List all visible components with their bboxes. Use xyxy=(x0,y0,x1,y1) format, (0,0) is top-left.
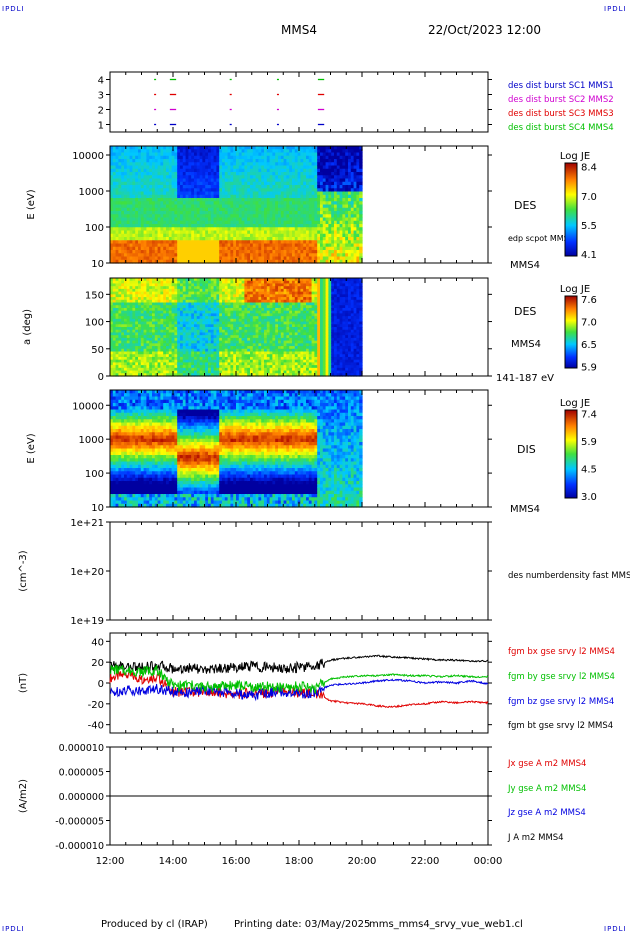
density-y-tick-label: 1e+20 xyxy=(70,567,104,578)
burst-panel-frame xyxy=(109,71,489,133)
des-energy-colorbar-tick: 8.4 xyxy=(581,163,597,174)
current-y-tick-label: -0.000005 xyxy=(55,817,104,828)
density-y-tick-label: 1e+21 xyxy=(70,518,104,529)
dis-energy-species-label: DIS xyxy=(517,443,536,456)
current-y-tick-label: 0.000005 xyxy=(59,768,104,779)
time-axis-tick-label: 20:00 xyxy=(348,856,377,867)
dis-energy-y-tick-label: 1000 xyxy=(79,435,104,446)
des-energy-y-tick-label: 1000 xyxy=(79,187,104,198)
fgm-y-tick-label: -40 xyxy=(88,721,104,732)
des-energy-y-tick-label: 100 xyxy=(85,223,104,234)
burst-legend-label: des dist burst SC3 MMS3 xyxy=(508,109,614,119)
burst-y-tick-label: 4 xyxy=(98,76,104,87)
des-pitch-colorbar-tick: 5.9 xyxy=(581,363,597,374)
dis-energy-sc-label: MMS4 xyxy=(510,504,540,515)
current-legend-label: Jx gse A m2 MMS4 xyxy=(507,759,586,769)
burst-y-tick-label: 2 xyxy=(98,106,104,117)
time-axis-tick-label: 00:00 xyxy=(474,856,503,867)
des-energy-colorbar-tick: 5.5 xyxy=(581,221,597,232)
fgm-y-label: (nT) xyxy=(18,673,29,693)
des-pitch-colorbar-title: Log JE xyxy=(560,284,590,295)
des-pitch-sc-label: MMS4 xyxy=(511,339,541,350)
des-energy-y-label: E (eV) xyxy=(26,189,37,219)
dis-energy-colorbar-tick: 4.5 xyxy=(581,465,597,476)
des-energy-spectrogram xyxy=(110,146,363,264)
dis-energy-y-label: E (eV) xyxy=(26,433,37,463)
burst-legend-label: des dist burst SC2 MMS2 xyxy=(508,95,614,105)
des-energy-colorbar xyxy=(564,162,578,257)
dis-energy-colorbar-title: Log JE xyxy=(560,398,590,409)
des-pitch-y-label: a (deg) xyxy=(22,309,33,345)
footer-printing-date: Printing date: 03/May/2025 xyxy=(234,919,371,930)
time-axis-tick-label: 18:00 xyxy=(285,856,314,867)
des-pitch-species-label: DES xyxy=(514,305,536,318)
des-energy-colorbar-tick: 7.0 xyxy=(581,192,597,203)
fgm-legend-label: fgm bx gse srvy l2 MMS4 xyxy=(508,647,615,657)
des-pitch-colorbar xyxy=(564,295,578,369)
des-energy-y-tick-label: 10000 xyxy=(72,151,104,162)
fgm-series-line xyxy=(109,663,489,695)
time-axis-tick-label: 16:00 xyxy=(222,856,251,867)
des-pitch-colorbar-tick: 7.6 xyxy=(581,295,597,306)
time-axis-tick-label: 22:00 xyxy=(411,856,440,867)
datetime-title: 22/Oct/2023 12:00 xyxy=(428,23,542,37)
fgm-y-tick-label: 40 xyxy=(91,637,104,648)
dis-energy-y-tick-label: 100 xyxy=(85,469,104,480)
fgm-legend-label: fgm bz gse srvy l2 MMS4 xyxy=(508,697,614,707)
des-pitch-y-tick-label: 100 xyxy=(85,318,104,329)
des-pitch-energy-range: 141-187 eV xyxy=(496,373,554,384)
des-energy-overlay-label: edp scpot MMS4 xyxy=(508,234,574,243)
dis-energy-colorbar-tick: 3.0 xyxy=(581,492,597,503)
current-y-label: (A/m2) xyxy=(18,779,29,813)
footer-produced-by: Produced by cl (IRAP) xyxy=(101,919,208,930)
dis-energy-spectrogram xyxy=(110,390,363,508)
fgm-y-tick-label: 0 xyxy=(98,679,104,690)
des-energy-sc-label: MMS4 xyxy=(510,260,540,271)
burst-legend-label: des dist burst SC4 MMS4 xyxy=(508,123,614,133)
des-energy-colorbar-tick: 4.1 xyxy=(581,250,597,261)
des-pitch-colorbar-tick: 6.5 xyxy=(581,340,597,351)
time-axis-tick-label: 12:00 xyxy=(96,856,125,867)
fgm-legend-label: fgm by gse srvy l2 MMS4 xyxy=(508,672,615,682)
current-legend-label: Jy gse A m2 MMS4 xyxy=(507,784,586,794)
dis-energy-colorbar-tick: 5.9 xyxy=(581,437,597,448)
spacecraft-title: MMS4 xyxy=(281,23,317,37)
des-pitch-y-tick-label: 0 xyxy=(98,372,104,383)
time-axis-tick-label: 14:00 xyxy=(159,856,188,867)
des-pitch-y-tick-label: 50 xyxy=(91,345,104,356)
corner-label-top-right: IPDLI xyxy=(604,5,627,13)
des-energy-y-tick-label: 10 xyxy=(91,259,104,270)
density-y-label: (cm^-3) xyxy=(18,550,29,591)
density-frame xyxy=(109,521,489,621)
density-y-tick-label: 1e+19 xyxy=(70,616,104,627)
des-pitch-spectrogram xyxy=(110,278,363,377)
fgm-series-line xyxy=(109,654,489,675)
des-energy-colorbar-title: Log JE xyxy=(560,151,590,162)
dis-energy-colorbar xyxy=(564,409,578,499)
fgm-y-tick-label: 20 xyxy=(91,658,104,669)
current-y-tick-label: -0.000010 xyxy=(55,841,104,852)
burst-legend-label: des dist burst SC1 MMS1 xyxy=(508,81,614,91)
dis-energy-colorbar-tick: 7.4 xyxy=(581,410,597,421)
current-legend-label: J A m2 MMS4 xyxy=(507,833,564,843)
dis-energy-y-tick-label: 10 xyxy=(91,503,104,514)
des-pitch-y-tick-label: 150 xyxy=(85,290,104,301)
burst-y-tick-label: 3 xyxy=(98,91,104,102)
corner-label-bottom-right: IPDLI xyxy=(604,925,627,933)
footer-file-name: mms_mms4_srvy_vue_web1.cl xyxy=(369,919,523,930)
corner-label-bottom-left: IPDLI xyxy=(2,925,25,933)
corner-label-top-left: IPDLI xyxy=(2,5,25,13)
fgm-legend-label: fgm bt gse srvy l2 MMS4 xyxy=(508,721,613,731)
fgm-y-tick-label: -20 xyxy=(88,700,104,711)
density-legend-label: des numberdensity fast MMS4 xyxy=(508,571,630,581)
fgm-series-line xyxy=(109,678,489,702)
des-pitch-colorbar-tick: 7.0 xyxy=(581,317,597,328)
des-energy-species-label: DES xyxy=(514,199,536,212)
dis-energy-y-tick-label: 10000 xyxy=(72,401,104,412)
current-legend-label: Jz gse A m2 MMS4 xyxy=(507,808,586,818)
current-y-tick-label: 0.000000 xyxy=(59,792,104,803)
burst-y-tick-label: 1 xyxy=(98,121,104,132)
current-y-tick-label: 0.000010 xyxy=(59,743,104,754)
